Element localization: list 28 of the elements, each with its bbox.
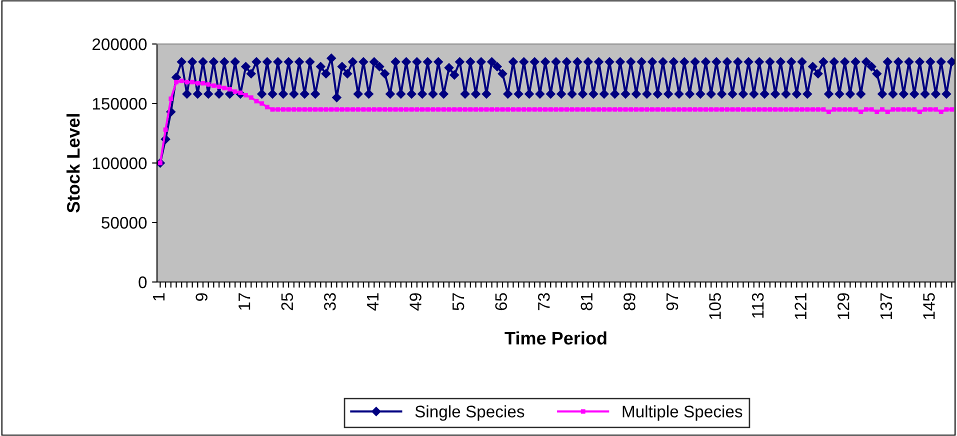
legend-label: Multiple Species: [622, 405, 742, 421]
x-tick-label: 121: [794, 293, 806, 319]
y-tick-label: 0: [138, 276, 147, 288]
x-tick-label: 49: [410, 293, 422, 311]
x-tick-label: 145: [923, 293, 935, 319]
x-tick-label: 105: [709, 293, 721, 319]
x-tick-label: 17: [238, 293, 250, 310]
x-tick-label: 57: [452, 293, 464, 310]
x-tick-label: 137: [880, 293, 892, 319]
x-tick-label: 41: [366, 293, 378, 311]
x-tick-label: 65: [495, 293, 507, 310]
x-tick-label: 33: [324, 293, 336, 310]
x-tick-label: 129: [837, 293, 850, 319]
x-tick-label: 81: [580, 293, 593, 310]
x-tick-label: 97: [666, 293, 678, 310]
x-tick-label: 89: [624, 293, 636, 310]
x-tick-label: 113: [752, 293, 764, 318]
y-tick-label: 150000: [92, 98, 147, 110]
y-tick-label: 200000: [92, 38, 147, 50]
y-axis-title: Stock Level: [66, 114, 80, 213]
y-tick-label: 50000: [102, 216, 147, 229]
x-tick-label: 73: [538, 293, 550, 310]
x-tick-label: 1: [153, 293, 165, 300]
x-tick-label: 25: [281, 293, 294, 310]
legend-label: Single Species: [415, 405, 524, 421]
y-tick-label: 100000: [92, 157, 147, 170]
x-tick-label: 9: [196, 293, 208, 301]
x-axis-title: Time Period: [504, 331, 606, 345]
